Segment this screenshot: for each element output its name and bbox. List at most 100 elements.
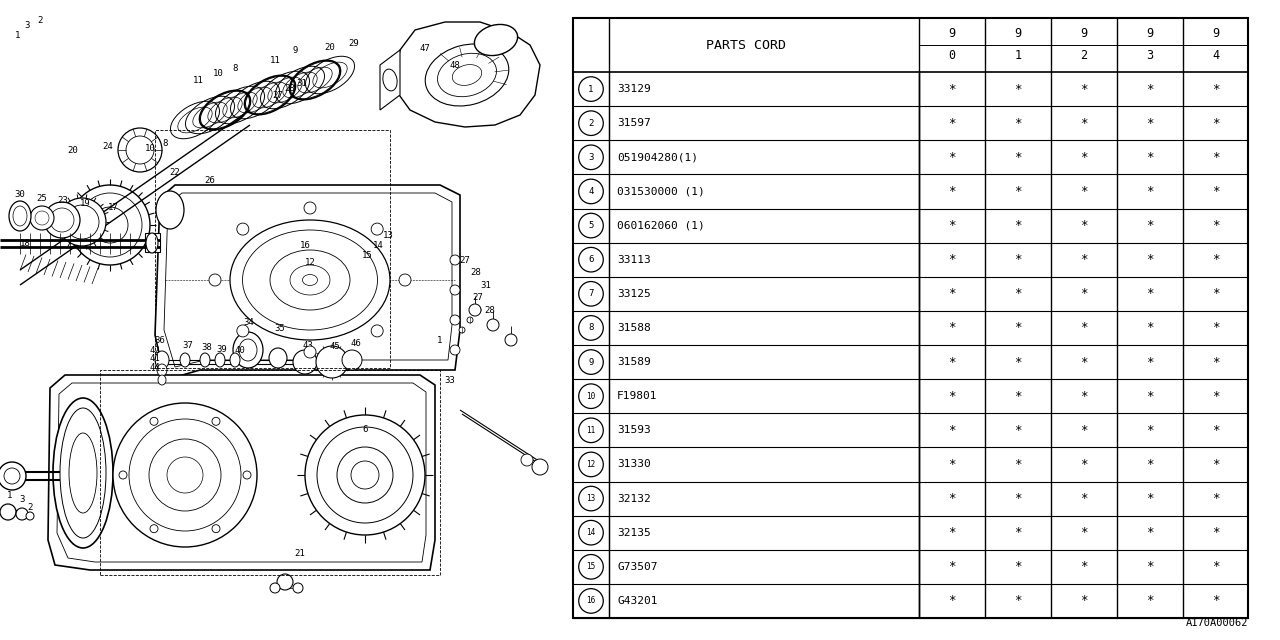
Bar [573,18,1248,618]
Circle shape [371,325,383,337]
Text: 26: 26 [205,175,215,184]
Circle shape [17,508,28,520]
Ellipse shape [146,233,157,253]
Circle shape [26,512,35,520]
Circle shape [44,202,81,238]
Text: 23: 23 [58,195,68,205]
Circle shape [150,417,157,426]
Text: *: * [1147,526,1153,539]
Text: *: * [1147,595,1153,607]
Text: 9: 9 [292,45,298,54]
Text: 27: 27 [472,292,484,301]
Text: 18: 18 [19,239,31,248]
Text: 17: 17 [108,202,118,211]
Text: 051904280(1): 051904280(1) [617,152,698,163]
Text: *: * [948,151,956,164]
Text: *: * [1014,185,1021,198]
Circle shape [468,304,481,316]
Text: *: * [1147,560,1153,573]
Circle shape [150,525,157,532]
Text: 33113: 33113 [617,255,650,265]
Text: 36: 36 [155,335,165,344]
Text: *: * [1080,185,1088,198]
Text: 10: 10 [212,68,224,77]
Circle shape [119,471,127,479]
Text: *: * [948,424,956,437]
Text: 20: 20 [68,145,78,154]
Text: *: * [1212,287,1220,300]
Circle shape [58,198,106,246]
Circle shape [316,346,348,378]
Text: 14: 14 [586,528,595,537]
Circle shape [0,504,17,520]
Text: *: * [1080,116,1088,130]
Text: *: * [948,595,956,607]
Circle shape [243,471,251,479]
Circle shape [486,319,499,331]
Text: 10: 10 [586,392,595,401]
Text: *: * [1147,287,1153,300]
Text: 9: 9 [1212,27,1219,40]
Text: 25: 25 [37,193,47,202]
Text: 35: 35 [275,323,285,333]
Polygon shape [396,22,540,127]
Circle shape [532,459,548,475]
Text: *: * [1212,83,1220,95]
Circle shape [451,315,460,325]
Text: *: * [1212,424,1220,437]
Text: *: * [1080,219,1088,232]
Text: *: * [1147,185,1153,198]
Ellipse shape [52,398,113,548]
Text: *: * [948,287,956,300]
Text: *: * [1147,356,1153,369]
Circle shape [212,417,220,426]
Text: *: * [1212,595,1220,607]
Circle shape [29,206,54,230]
Circle shape [521,454,532,466]
Circle shape [451,345,460,355]
Text: 11: 11 [586,426,595,435]
Text: *: * [948,458,956,471]
Text: 44: 44 [150,362,160,371]
Text: 8: 8 [163,138,168,147]
Circle shape [270,583,280,593]
Text: 3: 3 [1147,49,1153,62]
Circle shape [113,403,257,547]
Circle shape [305,415,425,535]
Circle shape [399,274,411,286]
Circle shape [342,350,362,370]
Text: *: * [1212,253,1220,266]
Polygon shape [155,185,460,380]
Text: *: * [1080,253,1088,266]
Ellipse shape [230,353,241,367]
Text: *: * [1080,526,1088,539]
Text: 37: 37 [183,340,193,349]
Text: *: * [1212,390,1220,403]
Text: *: * [1080,458,1088,471]
Ellipse shape [157,364,166,376]
Text: 9: 9 [1015,27,1021,40]
Ellipse shape [156,191,184,229]
Text: 1: 1 [438,335,443,344]
Text: 7: 7 [589,289,594,298]
Text: *: * [948,83,956,95]
Text: *: * [1080,492,1088,505]
Circle shape [0,462,26,490]
Text: 27: 27 [273,90,283,99]
Text: *: * [948,116,956,130]
Polygon shape [380,50,401,110]
Text: *: * [1147,83,1153,95]
Text: 1: 1 [15,31,20,40]
Text: PARTS CORD: PARTS CORD [707,38,786,51]
Text: *: * [1014,390,1021,403]
Text: 2: 2 [37,15,42,24]
Text: *: * [1080,390,1088,403]
Ellipse shape [180,353,189,367]
Text: 33: 33 [444,376,456,385]
Circle shape [237,325,248,337]
Text: *: * [1014,492,1021,505]
Text: 11: 11 [192,76,204,84]
Circle shape [475,307,481,313]
Text: *: * [1212,185,1220,198]
Text: 31: 31 [480,280,492,289]
